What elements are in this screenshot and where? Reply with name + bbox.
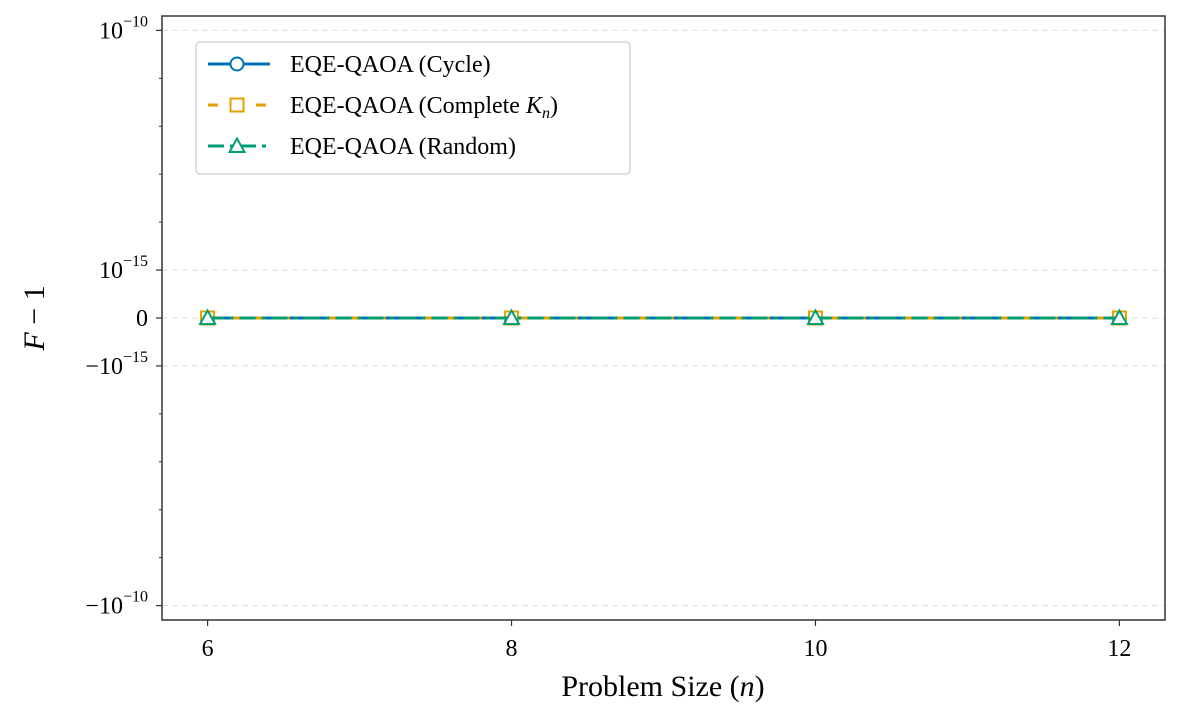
y-tick-label: 10−15 — [99, 253, 148, 284]
data-point — [502, 308, 521, 325]
legend-label: EQE-QAOA (Random) — [290, 134, 516, 160]
data-point — [198, 308, 217, 325]
y-axis-label: F − 1 — [18, 285, 51, 351]
series-triangle — [198, 308, 1129, 325]
y-tick-label: 0 — [136, 306, 148, 332]
legend-marker — [229, 56, 245, 72]
x-tick-label: 10 — [803, 636, 827, 662]
data-point — [806, 308, 825, 325]
ticks: 10−10 10−15 0 −10−15 −10−10 6 8 10 12 — [85, 13, 1131, 662]
y-tick-label: −10−10 — [85, 589, 148, 620]
legend-label: EQE-QAOA (Cycle) — [290, 52, 491, 78]
legend: EQE-QAOA (Cycle) EQE-QAOA (Complete Kn) EQ… — [195, 41, 631, 175]
x-tick-label: 8 — [506, 636, 518, 662]
y-tick-label: 10−10 — [99, 13, 148, 44]
legend-marker — [227, 136, 247, 153]
legend-label: EQE-QAOA (Complete Kn) — [290, 93, 558, 122]
x-tick-label: 6 — [202, 636, 214, 662]
x-axis-label: Problem Size (n) — [561, 670, 764, 703]
series-layer — [198, 308, 1129, 326]
data-point — [1110, 308, 1129, 325]
x-tick-label: 12 — [1107, 636, 1131, 662]
legend-box — [195, 41, 631, 175]
legend-marker — [229, 97, 245, 113]
y-tick-label: −10−15 — [85, 349, 148, 380]
